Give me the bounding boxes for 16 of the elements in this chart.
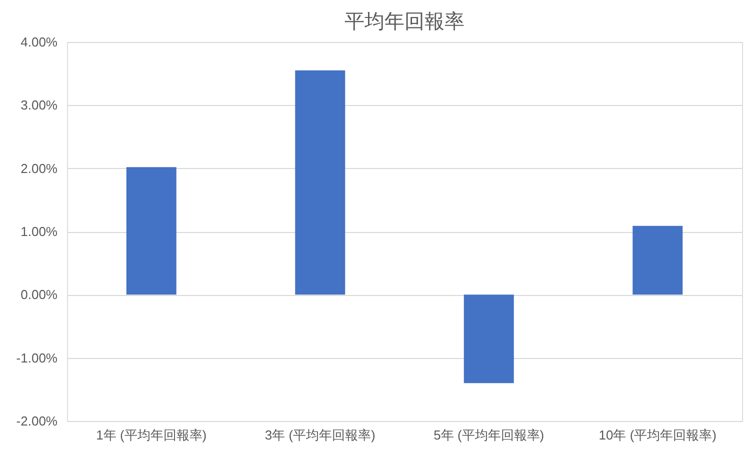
y-tick-label: 3.00%: [20, 98, 58, 113]
y-tick-label: 4.00%: [20, 34, 58, 50]
y-tick-label: 2.00%: [20, 160, 58, 176]
x-tick-label: 5年 (平均年回報率): [434, 428, 544, 442]
x-tick-label: 10年 (平均年回報率): [598, 428, 716, 442]
y-tick-label: 1.00%: [20, 224, 58, 239]
x-tick-label: 1年 (平均年回報率): [96, 428, 207, 442]
y-tick-label: -1.00%: [16, 350, 58, 366]
bar: [126, 167, 176, 295]
x-tick-label: 3年 (平均年回報率): [264, 428, 376, 442]
y-tick-label: -2.00%: [16, 414, 58, 428]
chart-title: 平均年回報率: [344, 11, 464, 33]
bar: [632, 226, 683, 295]
y-tick-label: 0.00%: [20, 287, 58, 302]
bar: [464, 294, 514, 384]
bar: [295, 70, 346, 295]
